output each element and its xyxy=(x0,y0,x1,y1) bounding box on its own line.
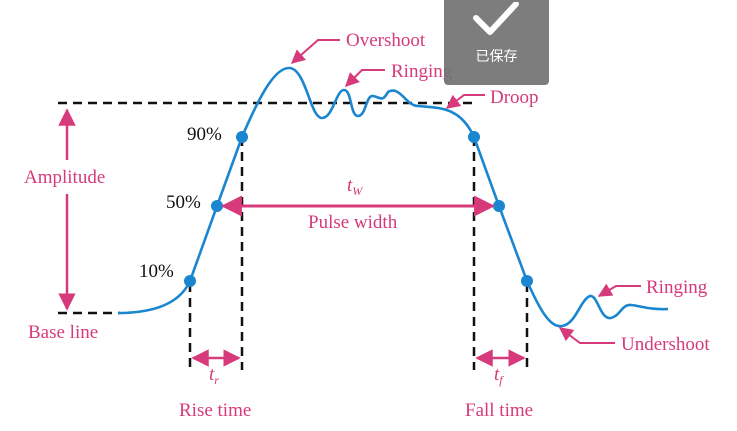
fall-10-dot xyxy=(521,275,533,287)
tw-symbol-main: t xyxy=(347,175,353,196)
droop-label: Droop xyxy=(490,87,539,108)
checkmark-icon xyxy=(473,2,519,35)
callout-leaders xyxy=(290,39,641,344)
undershoot-label: Undershoot xyxy=(621,334,710,355)
undershoot-leader xyxy=(558,327,615,344)
ringing-top-leader xyxy=(345,69,385,87)
baseline-label: Base line xyxy=(28,322,98,343)
overshoot-leader xyxy=(290,39,340,64)
pct-10-label: 10% xyxy=(139,261,174,282)
tf-symbol: tf xyxy=(494,364,504,387)
pulse-waveform xyxy=(117,66,669,328)
tw-symbol: tW xyxy=(347,175,363,198)
ringing-bottom-leader xyxy=(597,283,641,297)
pulse-width-label: Pulse width xyxy=(308,212,398,233)
tr-symbol-main: t xyxy=(209,364,215,385)
level-markers xyxy=(184,131,533,287)
ringing-bottom-label: Ringing xyxy=(646,277,708,298)
rise-time-label: Rise time xyxy=(179,400,251,421)
pct-50-label: 50% xyxy=(166,192,201,213)
rise-10-dot xyxy=(184,275,196,287)
fall-90-dot xyxy=(468,131,480,143)
tf-symbol-sub: f xyxy=(499,373,504,387)
tf-symbol-main: t xyxy=(494,364,500,385)
pct-90-label: 90% xyxy=(187,124,222,145)
fall-time-label: Fall time xyxy=(465,400,533,421)
fall-50-dot xyxy=(493,200,505,212)
tr-symbol: tr xyxy=(209,364,219,387)
saved-toast-text: 已保存 xyxy=(475,49,518,65)
ringing-top-label: Ringing xyxy=(391,61,453,82)
amplitude-label-bg xyxy=(20,160,120,194)
rise-90-dot xyxy=(236,131,248,143)
overshoot-label: Overshoot xyxy=(346,30,426,51)
reference-lines xyxy=(58,101,529,370)
saved-toast: 已保存 xyxy=(444,0,549,85)
tr-symbol-sub: r xyxy=(214,373,219,387)
droop-leader xyxy=(445,94,485,109)
tw-symbol-sub: W xyxy=(352,184,363,198)
rise-50-dot xyxy=(211,200,223,212)
amplitude-label: Amplitude xyxy=(24,167,105,188)
